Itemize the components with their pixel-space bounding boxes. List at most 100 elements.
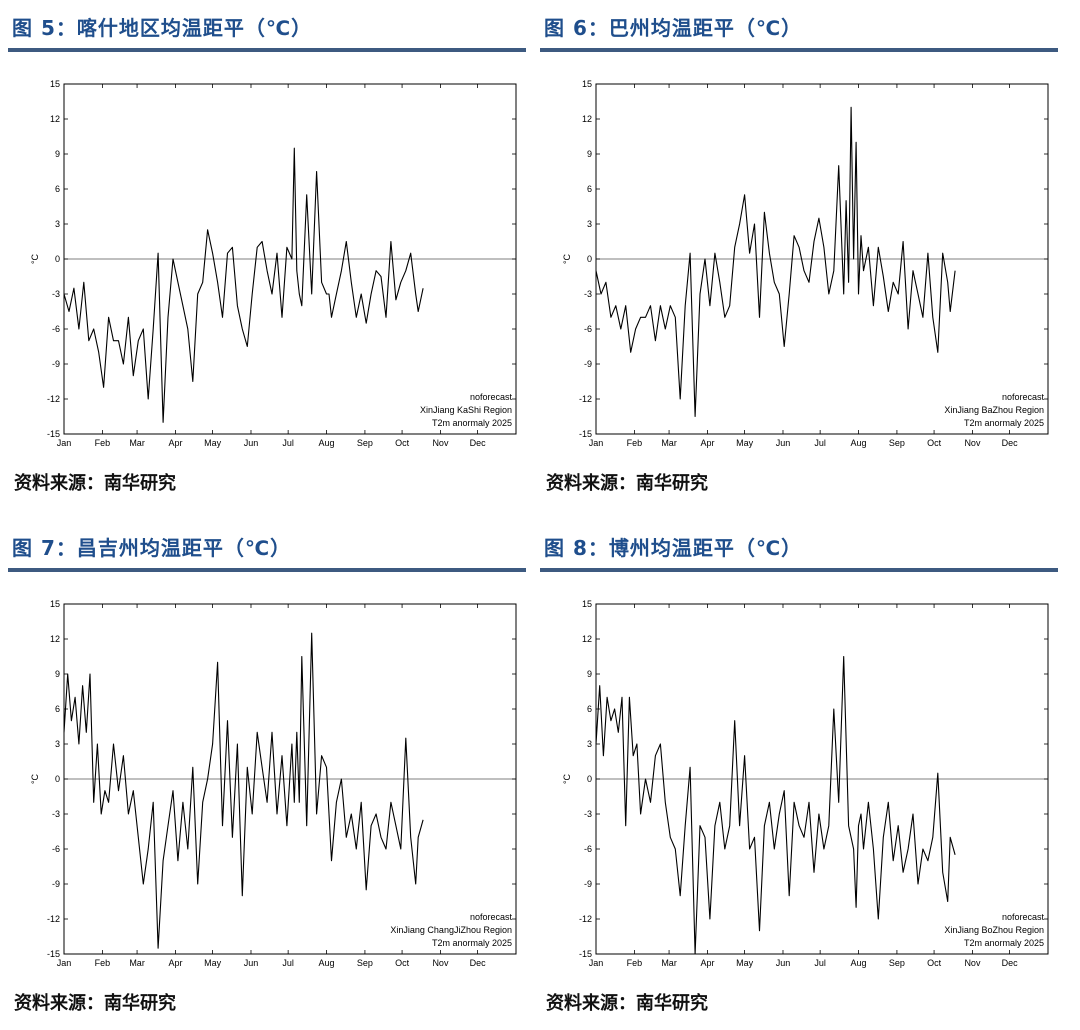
y-tick-label: -9: [52, 879, 60, 889]
y-tick-label: 3: [55, 739, 60, 749]
x-tick-label: May: [736, 958, 754, 968]
x-tick-label: Dec: [470, 958, 487, 968]
title-rule: [540, 48, 1058, 52]
x-tick-label: Jan: [589, 958, 604, 968]
chart-annotation: noforecast: [1002, 392, 1045, 402]
y-tick-label: -12: [579, 914, 592, 924]
x-tick-label: Oct: [927, 438, 942, 448]
y-tick-label: 0: [587, 254, 592, 264]
x-tick-label: Jul: [282, 958, 294, 968]
y-tick-label: 3: [55, 219, 60, 229]
y-tick-label: -3: [52, 809, 60, 819]
x-tick-label: Jun: [776, 958, 791, 968]
x-tick-label: Nov: [964, 438, 981, 448]
x-tick-label: Nov: [432, 438, 449, 448]
chart-annotation: T2m anormaly 2025: [432, 938, 512, 948]
y-tick-label: 6: [587, 184, 592, 194]
y-tick-label: 15: [582, 79, 592, 89]
chart-annotation: XinJiang BoZhou Region: [944, 925, 1044, 935]
x-tick-label: Sep: [357, 958, 373, 968]
x-tick-label: Jul: [814, 958, 826, 968]
source-note: 资料来源：南华研究: [14, 473, 176, 494]
y-tick-label: -9: [52, 359, 60, 369]
x-tick-label: Dec: [1002, 958, 1019, 968]
y-tick-label: 15: [582, 599, 592, 609]
x-tick-label: Jun: [244, 438, 259, 448]
y-tick-label: -6: [52, 324, 60, 334]
chart-annotation: T2m anormaly 2025: [964, 938, 1044, 948]
x-tick-label: Dec: [1002, 438, 1019, 448]
y-tick-label: 12: [50, 634, 60, 644]
y-tick-label: 9: [55, 669, 60, 679]
y-tick-label: 0: [587, 774, 592, 784]
chart-annotation: T2m anormaly 2025: [964, 418, 1044, 428]
y-tick-label: 15: [50, 79, 60, 89]
y-tick-label: -15: [47, 949, 60, 959]
x-tick-label: Jan: [57, 958, 72, 968]
y-tick-label: -3: [584, 289, 592, 299]
figure-title: 图 6：巴州均温距平（℃）: [544, 16, 803, 40]
y-tick-label: 9: [55, 149, 60, 159]
y-tick-label: -3: [52, 289, 60, 299]
y-tick-label: -6: [52, 844, 60, 854]
y-tick-label: 12: [582, 114, 592, 124]
figure-title: 图 5：喀什地区均温距平（℃）: [12, 16, 313, 40]
y-tick-label: 12: [50, 114, 60, 124]
x-tick-label: Apr: [700, 438, 714, 448]
y-tick-label: -15: [579, 949, 592, 959]
y-axis-label: °C: [30, 773, 40, 784]
y-tick-label: 9: [587, 669, 592, 679]
y-tick-label: -15: [579, 429, 592, 439]
x-tick-label: Jan: [57, 438, 72, 448]
x-tick-label: Sep: [357, 438, 373, 448]
x-tick-label: Aug: [851, 958, 867, 968]
x-tick-label: Jul: [282, 438, 294, 448]
y-tick-label: 15: [50, 599, 60, 609]
x-tick-label: Mar: [129, 438, 145, 448]
x-tick-label: Oct: [395, 958, 410, 968]
x-tick-label: Nov: [432, 958, 449, 968]
x-tick-label: Feb: [95, 958, 111, 968]
x-tick-label: Nov: [964, 958, 981, 968]
figure-panel-6: 图 6：巴州均温距平（℃） 15 12 9 6 3 0 -3 -6 -9 -12 -15 Jan Feb…: [540, 8, 1058, 508]
y-tick-label: 3: [587, 739, 592, 749]
source-note: 资料来源：南华研究: [546, 993, 708, 1014]
x-tick-label: Mar: [661, 438, 677, 448]
x-tick-label: Sep: [889, 958, 905, 968]
y-tick-label: 12: [582, 634, 592, 644]
y-tick-label: -9: [584, 879, 592, 889]
y-tick-label: 3: [587, 219, 592, 229]
x-tick-label: Aug: [319, 958, 335, 968]
chart-annotation: noforecast: [1002, 912, 1045, 922]
figure-title: 图 7：昌吉州均温距平（℃）: [12, 536, 292, 560]
y-tick-label: -12: [47, 914, 60, 924]
x-tick-label: Jul: [814, 438, 826, 448]
y-tick-label: 0: [55, 254, 60, 264]
y-tick-label: -12: [579, 394, 592, 404]
y-tick-label: -6: [584, 324, 592, 334]
figure-title: 图 8：博州均温距平（℃）: [544, 536, 803, 560]
y-tick-label: 0: [55, 774, 60, 784]
y-tick-label: 6: [587, 704, 592, 714]
x-tick-label: Feb: [627, 958, 643, 968]
x-tick-label: Sep: [889, 438, 905, 448]
x-tick-label: Feb: [627, 438, 643, 448]
x-tick-label: May: [204, 438, 222, 448]
x-tick-label: May: [736, 438, 754, 448]
x-tick-label: Feb: [95, 438, 111, 448]
x-tick-label: Jun: [776, 438, 791, 448]
chart-annotation: T2m anormaly 2025: [432, 418, 512, 428]
x-tick-label: Aug: [851, 438, 867, 448]
chart-annotation: XinJiang ChangJiZhou Region: [390, 925, 512, 935]
x-tick-label: Apr: [700, 958, 714, 968]
x-tick-label: Jan: [589, 438, 604, 448]
y-tick-label: 9: [587, 149, 592, 159]
series-line: [63, 632, 424, 949]
source-note: 资料来源：南华研究: [546, 473, 708, 494]
x-tick-label: Mar: [129, 958, 145, 968]
figure-panel-8: 图 8：博州均温距平（℃） 15 12 9 6 3 0 -3 -6 -9 -12 -15 Jan Feb…: [540, 528, 1058, 1028]
